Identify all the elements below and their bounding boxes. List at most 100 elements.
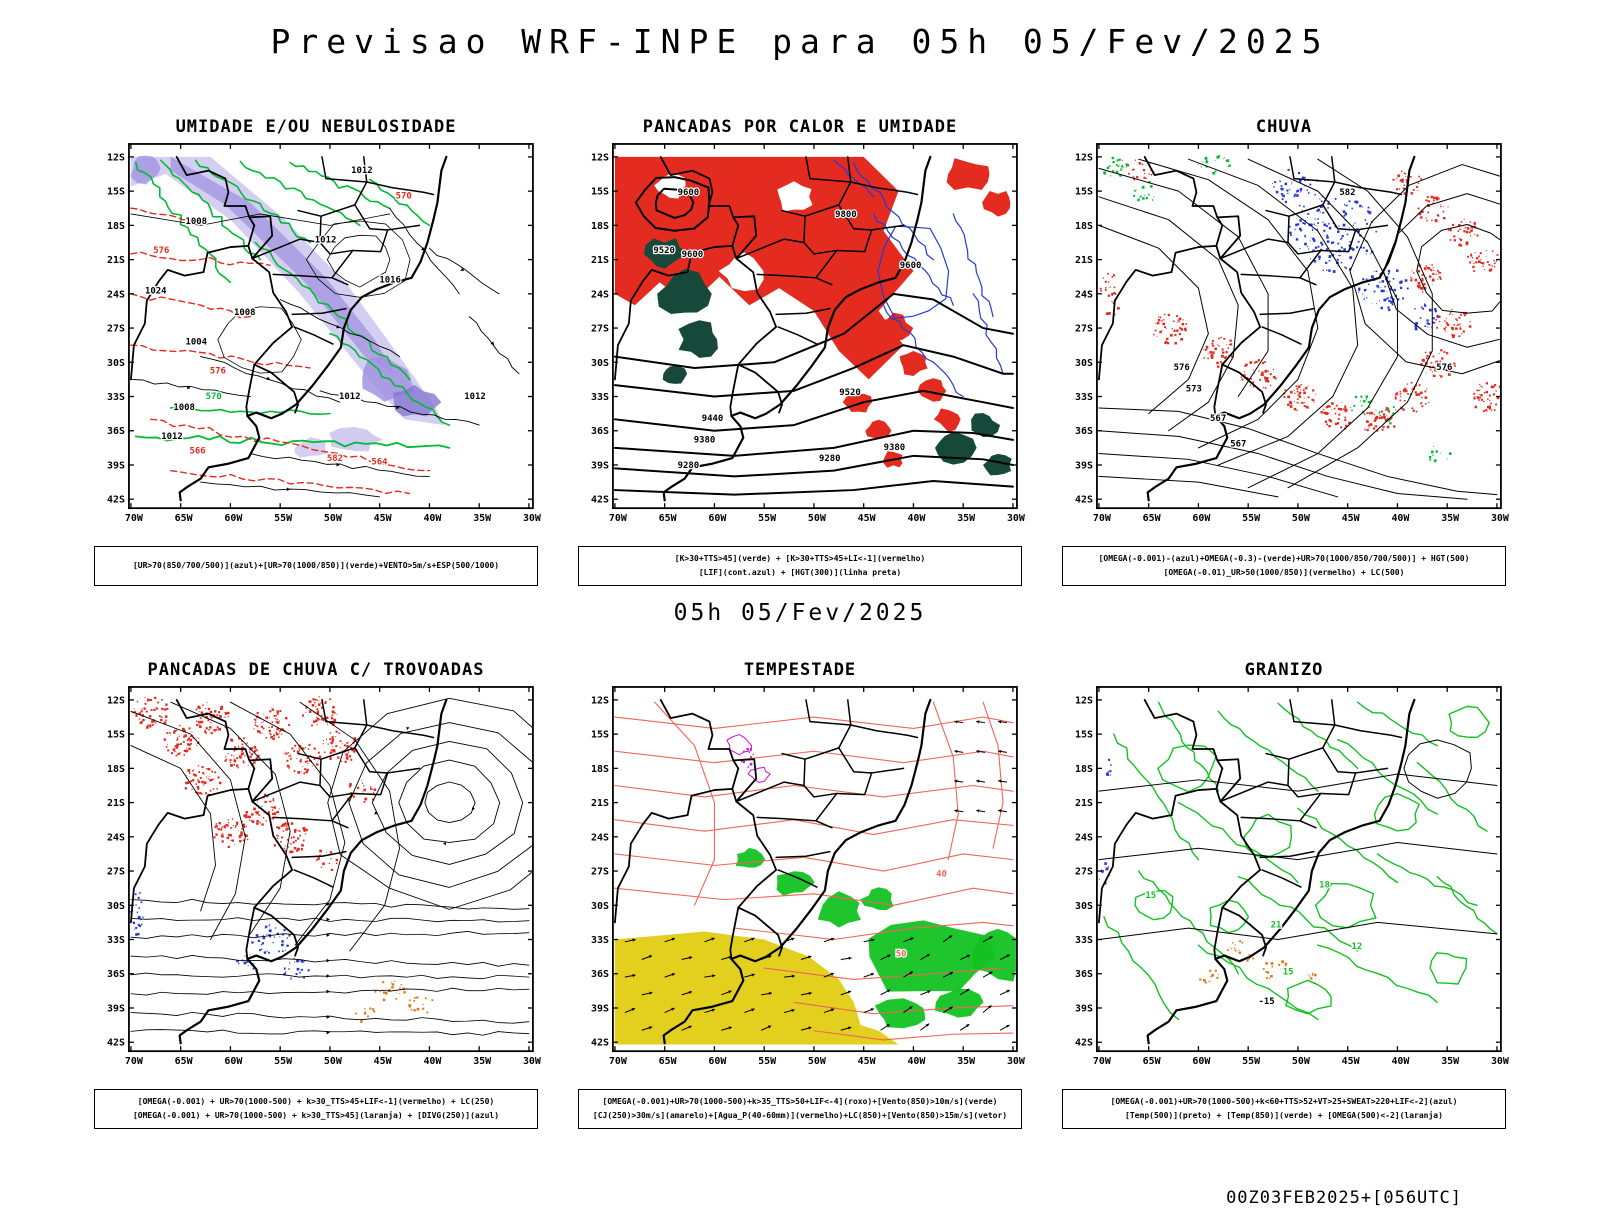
- svg-text:30S: 30S: [1075, 358, 1093, 369]
- caption-line: [K>30+TTS>45](verde) + [K>30+TTS>45+LI<-…: [674, 554, 926, 563]
- svg-text:1012: 1012: [315, 235, 337, 245]
- svg-text:21S: 21S: [107, 255, 125, 266]
- svg-text:18S: 18S: [107, 764, 125, 775]
- svg-text:33S: 33S: [107, 935, 125, 946]
- svg-text:65W: 65W: [659, 513, 677, 524]
- svg-text:55W: 55W: [758, 513, 776, 524]
- svg-text:45W: 45W: [858, 1056, 876, 1067]
- svg-text:40W: 40W: [907, 513, 925, 524]
- caption-line: [OMEGA(-0.001) + UR>70(1000-500) + k>30_…: [132, 1111, 500, 1120]
- caption-line: [OMEGA(-0.001) + UR>70(1000-500) + k>30_…: [137, 1097, 495, 1106]
- svg-text:42S: 42S: [591, 1038, 609, 1049]
- svg-text:21S: 21S: [591, 255, 609, 266]
- caption-line: [UR>70(850/700/500)](azul)+[UR>70(1000/8…: [132, 561, 500, 570]
- svg-text:18S: 18S: [1075, 764, 1093, 775]
- svg-text:12S: 12S: [1075, 152, 1093, 163]
- svg-text:18: 18: [1319, 880, 1330, 890]
- svg-text:35W: 35W: [957, 1056, 975, 1067]
- svg-text:9380: 9380: [884, 443, 906, 453]
- panel-chuva: CHUVA 12S 15S 18S 21S 24S 27S 30S 33S 36S 39S 42S 70…: [1055, 117, 1513, 586]
- valid-time-subtitle: 05h 05/Fev/2025: [673, 600, 927, 626]
- svg-text:24S: 24S: [107, 832, 125, 843]
- svg-text:30W: 30W: [523, 1056, 541, 1067]
- panel-title-trovoadas: PANCADAS DE CHUVA C/ TROVOADAS: [147, 660, 485, 680]
- svg-text:33S: 33S: [591, 935, 609, 946]
- svg-text:15S: 15S: [1075, 187, 1093, 198]
- svg-text:1016: 1016: [379, 275, 401, 285]
- svg-text:35W: 35W: [473, 1056, 491, 1067]
- svg-text:15: 15: [1145, 891, 1156, 901]
- svg-text:60W: 60W: [224, 513, 242, 524]
- svg-text:36S: 36S: [591, 969, 609, 980]
- svg-text:55W: 55W: [274, 1056, 292, 1067]
- svg-text:40W: 40W: [423, 513, 441, 524]
- model-run-timestamp: 00Z03FEB2025+[056UTC]: [1226, 1188, 1462, 1208]
- svg-text:35W: 35W: [473, 513, 491, 524]
- svg-text:45W: 45W: [858, 513, 876, 524]
- svg-text:9280: 9280: [819, 454, 841, 464]
- svg-text:564: 564: [371, 457, 387, 467]
- svg-text:39S: 39S: [591, 460, 609, 471]
- svg-text:45W: 45W: [374, 513, 392, 524]
- svg-text:15S: 15S: [591, 187, 609, 198]
- panel-title-umidade: UMIDADE E/OU NEBULOSIDADE: [175, 117, 457, 137]
- page-title: Previsao WRF-INPE para 05h 05/Fev/2025: [270, 22, 1330, 61]
- svg-text:33S: 33S: [1075, 935, 1093, 946]
- svg-text:40W: 40W: [1391, 513, 1409, 524]
- svg-text:45W: 45W: [374, 1056, 392, 1067]
- svg-text:27S: 27S: [107, 867, 125, 878]
- svg-text:27S: 27S: [591, 867, 609, 878]
- svg-text:65W: 65W: [175, 513, 193, 524]
- svg-text:39S: 39S: [591, 1003, 609, 1014]
- svg-text:1012: 1012: [161, 432, 183, 442]
- caption-line: [LIF](cont.azul) + [HGT(300)](linha pret…: [698, 568, 902, 577]
- caption-box-trovoadas: [OMEGA(-0.001) + UR>70(1000-500) + k>30_…: [94, 1089, 538, 1129]
- svg-text:27S: 27S: [107, 324, 125, 335]
- svg-text:42S: 42S: [1075, 495, 1093, 506]
- svg-text:70W: 70W: [609, 513, 627, 524]
- svg-text:30W: 30W: [523, 513, 541, 524]
- svg-text:60W: 60W: [708, 513, 726, 524]
- svg-text:12S: 12S: [107, 695, 125, 706]
- svg-text:24S: 24S: [1075, 832, 1093, 843]
- svg-text:-15: -15: [1259, 997, 1275, 1007]
- svg-text:42S: 42S: [107, 495, 125, 506]
- panel-row-bottom: PANCADAS DE CHUVA C/ TROVOADAS 12S 15S 18S 2…: [0, 660, 1600, 1129]
- svg-text:1008: 1008: [185, 217, 207, 227]
- svg-text:576: 576: [1436, 363, 1452, 373]
- svg-text:9280: 9280: [678, 461, 700, 471]
- svg-text:40W: 40W: [907, 1056, 925, 1067]
- svg-text:582: 582: [1339, 188, 1355, 198]
- svg-text:35W: 35W: [957, 513, 975, 524]
- svg-text:42S: 42S: [1075, 1038, 1093, 1049]
- svg-text:70W: 70W: [1093, 513, 1111, 524]
- svg-text:573: 573: [1186, 385, 1202, 395]
- svg-text:36S: 36S: [1075, 969, 1093, 980]
- svg-text:15S: 15S: [591, 730, 609, 741]
- panel-granizo: GRANIZO 12S 15S 18S 21S 24S 27S 30S 33S 36S 39S 42S…: [1055, 660, 1513, 1129]
- svg-text:18S: 18S: [591, 764, 609, 775]
- caption-box-umidade: [UR>70(850/700/500)](azul)+[UR>70(1000/8…: [94, 546, 538, 586]
- caption-box-tempestade: [OMEGA(-0.001)+UR>70(1000-500)+k>35_TTS>…: [578, 1089, 1022, 1129]
- caption-line: [OMEGA(-0.001)-(azul)+OMEGA(-0.3)-(verde…: [1098, 554, 1470, 563]
- svg-text:36S: 36S: [591, 426, 609, 437]
- svg-text:1012: 1012: [351, 166, 373, 176]
- svg-text:65W: 65W: [175, 1056, 193, 1067]
- svg-text:60W: 60W: [224, 1056, 242, 1067]
- svg-text:567: 567: [1230, 439, 1246, 449]
- svg-text:42S: 42S: [591, 495, 609, 506]
- svg-text:70W: 70W: [609, 1056, 627, 1067]
- svg-text:35W: 35W: [1441, 513, 1459, 524]
- svg-text:570: 570: [396, 192, 412, 202]
- svg-text:30W: 30W: [1007, 1056, 1025, 1067]
- svg-text:30S: 30S: [107, 901, 125, 912]
- svg-text:30S: 30S: [591, 358, 609, 369]
- svg-text:12S: 12S: [591, 152, 609, 163]
- svg-text:15S: 15S: [107, 730, 125, 741]
- svg-text:27S: 27S: [1075, 867, 1093, 878]
- svg-text:42S: 42S: [107, 1038, 125, 1049]
- svg-text:55W: 55W: [758, 1056, 776, 1067]
- svg-text:27S: 27S: [1075, 324, 1093, 335]
- svg-text:55W: 55W: [1242, 1056, 1260, 1067]
